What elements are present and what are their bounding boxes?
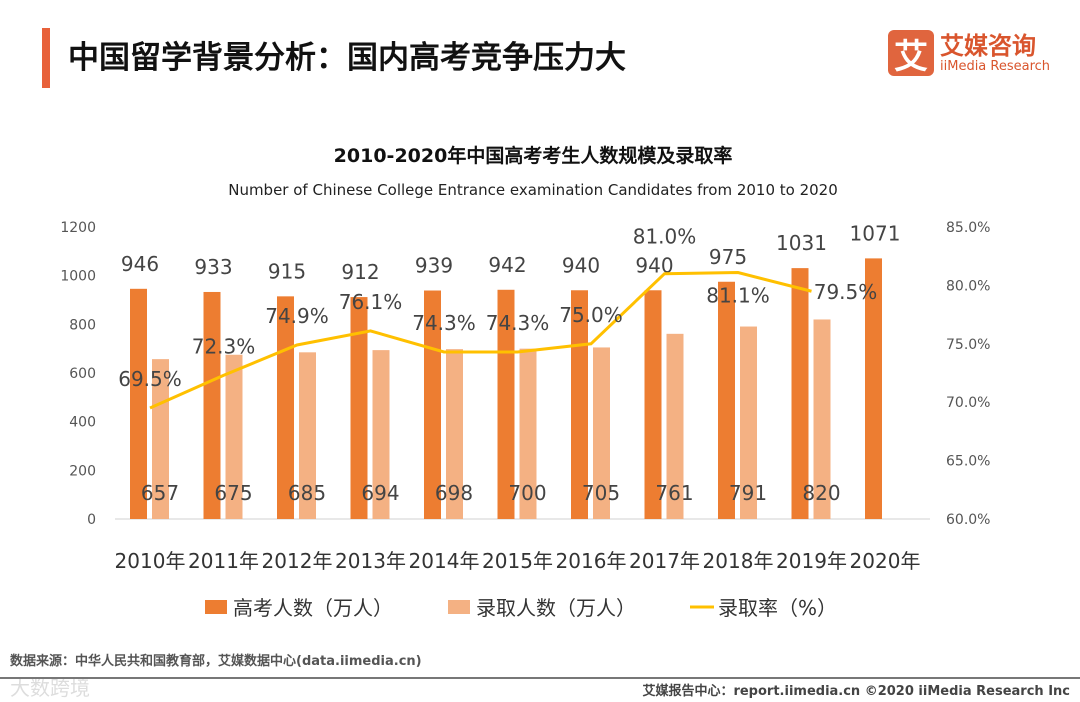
- iimedia-logo: 艾 艾媒咨询 iiMedia Research: [888, 30, 1051, 77]
- x-tick: 2012年: [262, 549, 333, 573]
- logo-en: iiMedia Research: [940, 58, 1051, 74]
- bar-admitted: [299, 352, 316, 519]
- legend-bar-swatch: [205, 600, 227, 614]
- x-tick: 2014年: [409, 549, 480, 573]
- y-left-tick: 1000: [60, 269, 96, 285]
- label-admitted: 820: [802, 481, 840, 505]
- label-admitted: 791: [729, 481, 767, 505]
- label-candidates: 933: [194, 255, 232, 279]
- watermark: 大数跨境: [10, 676, 90, 700]
- bar-admitted: [666, 333, 684, 519]
- footer-divider: [0, 677, 1080, 679]
- bar-admitted: [152, 359, 169, 519]
- label-candidates: 942: [488, 253, 526, 277]
- legend-label: 录取人数（万人）: [476, 596, 636, 620]
- x-tick: 2018年: [703, 549, 774, 573]
- label-admission-rate: 72.3%: [192, 334, 256, 358]
- bar-admitted: [372, 350, 390, 519]
- label-admitted: 675: [214, 481, 252, 505]
- label-candidates: 1071: [850, 221, 901, 245]
- bar-candidates: [791, 268, 809, 519]
- y-left-tick: 600: [69, 366, 96, 382]
- chart-title: 2010-2020年中国高考考生人数规模及录取率: [334, 144, 733, 167]
- bar-admitted: [593, 347, 610, 519]
- legend-label: 高考人数（万人）: [233, 596, 393, 620]
- label-admission-rate: 74.9%: [265, 304, 329, 328]
- bar-candidates: [350, 297, 368, 519]
- bar-admitted: [519, 348, 537, 519]
- label-admitted: 705: [582, 481, 620, 505]
- bar-candidates: [644, 290, 662, 519]
- y-left-tick: 800: [69, 317, 96, 333]
- y-left-tick: 200: [69, 463, 96, 479]
- y-right-tick: 80.0%: [946, 278, 990, 294]
- bar-admitted: [225, 354, 243, 519]
- label-admission-rate: 76.1%: [339, 290, 403, 314]
- x-tick: 2013年: [335, 549, 406, 573]
- footer-credit: 艾媒报告中心：report.iimedia.cn ©2020 iiMedia R…: [642, 684, 1070, 699]
- data-source: 数据来源：中华人民共和国教育部，艾媒数据中心(data.iimedia.cn): [10, 654, 422, 669]
- bar-admitted: [446, 349, 463, 519]
- label-candidates: 946: [121, 252, 159, 276]
- bar-candidates: [130, 288, 147, 519]
- label-admission-rate: 75.0%: [559, 303, 623, 327]
- label-admitted: 698: [435, 481, 473, 505]
- label-candidates: 915: [268, 259, 306, 283]
- y-right-tick: 65.0%: [946, 454, 990, 470]
- label-candidates: 912: [341, 260, 379, 284]
- y-right-tick: 75.0%: [946, 337, 990, 353]
- x-tick: 2015年: [482, 549, 553, 573]
- label-admission-rate: 79.5%: [814, 280, 878, 304]
- y-left-tick: 400: [69, 415, 96, 431]
- label-admission-rate: 81.1%: [706, 284, 770, 308]
- label-admission-rate: 81.0%: [633, 225, 697, 249]
- bar-admitted: [740, 326, 757, 519]
- bar-candidates: [571, 290, 588, 519]
- label-admitted: 761: [655, 481, 693, 505]
- bar-candidates: [865, 258, 882, 519]
- y-right-tick: 85.0%: [946, 220, 990, 236]
- title-accent-bar: [42, 28, 50, 88]
- bar-candidates: [718, 281, 735, 519]
- label-admitted: 685: [288, 481, 326, 505]
- y-right-tick: 70.0%: [946, 395, 990, 411]
- label-candidates: 975: [709, 245, 747, 269]
- y-right-tick: 60.0%: [946, 512, 990, 528]
- logo-cn: 艾媒咨询: [940, 31, 1036, 60]
- x-tick: 2019年: [776, 549, 847, 573]
- page-title: 中国留学背景分析：国内高考竞争压力大: [68, 40, 626, 76]
- line-admission-rate: [149, 271, 812, 410]
- y-left-tick: 1200: [60, 220, 96, 236]
- bar-candidates: [497, 289, 515, 519]
- label-admission-rate: 74.3%: [486, 311, 550, 335]
- y-left-tick: 0: [87, 512, 96, 528]
- label-candidates: 939: [415, 254, 453, 278]
- x-tick: 2010年: [115, 549, 186, 573]
- x-tick: 2011年: [188, 549, 259, 573]
- label-candidates: 940: [562, 253, 600, 277]
- label-admitted: 657: [141, 481, 179, 505]
- label-admission-rate: 69.5%: [118, 367, 182, 391]
- x-tick: 2017年: [629, 549, 700, 573]
- legend-label: 录取率（%）: [718, 596, 837, 620]
- legend-bar-swatch: [448, 600, 470, 614]
- x-tick: 2016年: [556, 549, 627, 573]
- chart-subtitle: Number of Chinese College Entrance exami…: [228, 181, 838, 199]
- label-admission-rate: 74.3%: [412, 311, 476, 335]
- bar-admitted: [813, 319, 831, 519]
- bar-candidates: [203, 291, 221, 519]
- x-tick: 2020年: [850, 549, 921, 573]
- label-admitted: 694: [361, 481, 399, 505]
- logo-mark: 艾: [888, 30, 934, 77]
- chart: 2010-2020年中国高考考生人数规模及录取率 Number of Chine…: [60, 144, 990, 620]
- label-admitted: 700: [508, 481, 546, 505]
- label-candidates: 1031: [776, 231, 827, 255]
